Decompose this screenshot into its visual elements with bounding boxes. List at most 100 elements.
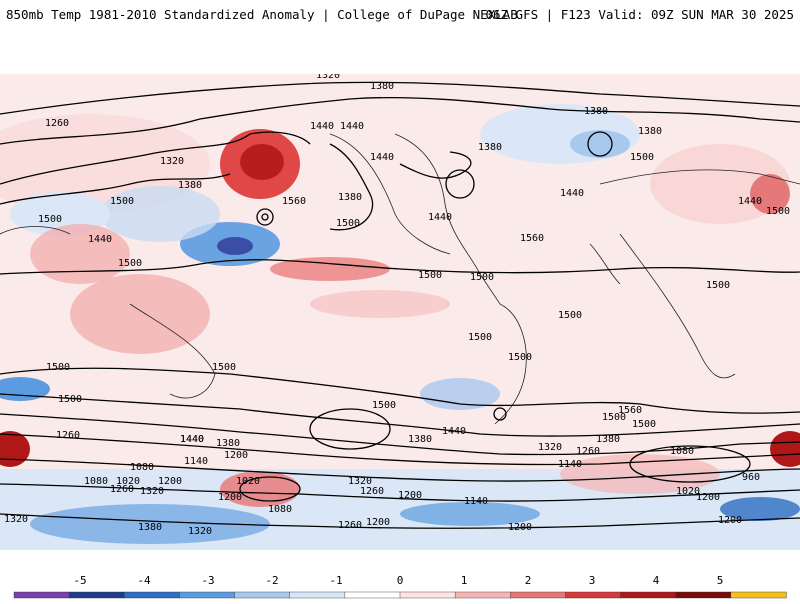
- contour-label: 1020: [676, 486, 700, 497]
- anomaly-shading: [0, 74, 800, 550]
- contour-label: 1500: [336, 218, 360, 229]
- colorbar-swatch: [454, 591, 511, 599]
- colorbar-tick-label: 2: [525, 574, 532, 587]
- contour-label: 1380: [408, 434, 432, 445]
- contour-label: 1320: [4, 514, 28, 525]
- contour-label: 1200: [158, 476, 182, 487]
- contour-label: 1140: [184, 456, 208, 467]
- contour-label: 1500: [602, 412, 626, 423]
- colorbar-swatch: [399, 591, 456, 599]
- colorbar-ticks: -5 -4 -3 -2 -1 0 1 2 3 4 5: [73, 574, 723, 587]
- colorbar-swatch: [730, 591, 787, 599]
- height-contours: [0, 81, 800, 529]
- contour-label: 1500: [468, 332, 492, 343]
- contour-label: 1500: [508, 352, 532, 363]
- contour-label: 1500: [212, 362, 236, 373]
- contour-label: 1200: [366, 517, 390, 528]
- contour-label: 1200: [224, 450, 248, 461]
- contour-label: 1260: [45, 118, 69, 129]
- contour-label: 1140: [558, 459, 582, 470]
- contour-label: 1380: [596, 434, 620, 445]
- contour-label: 1560: [282, 196, 306, 207]
- contour-label: 1440: [180, 434, 204, 445]
- contour-label: 1440: [180, 434, 204, 445]
- contour-labels: 1320 1380 1260 1320 1380 1500 1440 1440 …: [4, 74, 790, 537]
- anomaly-map: 1320 1380 1260 1320 1380 1500 1440 1440 …: [0, 74, 800, 550]
- colorbar-swatch: [124, 591, 181, 599]
- colorbar-swatches: [13, 591, 787, 599]
- colorbar-tick-label: 5: [717, 574, 724, 587]
- colorbar-tick-label: 0: [397, 574, 404, 587]
- contour-label: 1260: [56, 430, 80, 441]
- contour-label: 1200: [398, 490, 422, 501]
- contour-label: 1140: [464, 496, 488, 507]
- contour-label: 1500: [46, 362, 70, 373]
- contour-label: 1260: [360, 486, 384, 497]
- colorbar-swatch: [620, 591, 677, 599]
- contour-label: 1320: [348, 476, 372, 487]
- contour-label: 1440: [560, 188, 584, 199]
- contour-label: 1500: [470, 272, 494, 283]
- colorbar-swatch: [179, 591, 236, 599]
- contour-label: 1080: [130, 462, 154, 473]
- contour-label: 1080: [670, 446, 694, 457]
- contour-label: 1440: [310, 121, 334, 132]
- contour-label: 1500: [58, 394, 82, 405]
- contour-label: 1320: [538, 442, 562, 453]
- colorbar-tick-label: -5: [73, 574, 86, 587]
- contour-label: 1380: [216, 438, 240, 449]
- contour-label: 960: [742, 472, 760, 483]
- colorbar-tick-label: 3: [589, 574, 596, 587]
- contour-label: 1560: [618, 405, 642, 416]
- header-bar: 850mb Temp 1981-2010 Standardized Anomal…: [0, 0, 800, 30]
- contour-label: 1320: [188, 526, 212, 537]
- contour-label: 1200: [696, 492, 720, 503]
- colorbar-tick-label: -3: [201, 574, 214, 587]
- contour-label: 1200: [218, 492, 242, 503]
- contour-label: 1380: [178, 180, 202, 191]
- colorbar-swatch: [344, 591, 401, 599]
- contour-label: 1440: [340, 121, 364, 132]
- colorbar-swatch: [565, 591, 622, 599]
- contour-label: 1500: [372, 400, 396, 411]
- contour-label: 1500: [558, 310, 582, 321]
- contour-label: 1380: [370, 81, 394, 92]
- contour-label: 1020: [116, 476, 140, 487]
- contour-label: 1200: [508, 522, 532, 533]
- model-valid-time: 06Z GFS | F123 Valid: 09Z SUN MAR 30 202…: [485, 7, 794, 22]
- contour-label: 1500: [38, 214, 62, 225]
- map-canvas: 1320 1380 1260 1320 1380 1500 1440 1440 …: [0, 74, 800, 550]
- contour-label: 1260: [576, 446, 600, 457]
- colorbar-tick-label: 4: [653, 574, 660, 587]
- contour-label: 1560: [520, 233, 544, 244]
- colorbar-swatch: [234, 591, 291, 599]
- contour-label: 1380: [338, 192, 362, 203]
- contour-label: 1320: [160, 156, 184, 167]
- contour-label: 1380: [478, 142, 502, 153]
- colorbar-tick-label: -1: [329, 574, 342, 587]
- contour-label: 1500: [418, 270, 442, 281]
- contour-label: 1500: [766, 206, 790, 217]
- contour-label: 1500: [110, 196, 134, 207]
- contour-label: 1500: [632, 419, 656, 430]
- coastlines: [0, 133, 800, 425]
- colorbar-tick-label: 1: [461, 574, 468, 587]
- colorbar-swatch: [13, 591, 70, 599]
- colorbar-swatch: [68, 591, 125, 599]
- contour-label: 1500: [118, 258, 142, 269]
- colorbar-swatch: [675, 591, 732, 599]
- contour-label: 1260: [110, 484, 134, 495]
- contour-label: 1320: [316, 74, 340, 81]
- contour-label: 1380: [584, 106, 608, 117]
- contour-label: 1440: [370, 152, 394, 163]
- contour-label: 1440: [738, 196, 762, 207]
- contour-label: 1440: [88, 234, 112, 245]
- contour-label: 1500: [630, 152, 654, 163]
- colorbar-swatch: [289, 591, 346, 599]
- contour-label: 1380: [138, 522, 162, 533]
- contour-label: 1320: [140, 486, 164, 497]
- contour-label: 1020: [236, 476, 260, 487]
- contour-label: 1500: [706, 280, 730, 291]
- contour-label: 1200: [718, 515, 742, 526]
- contour-label: 1080: [268, 504, 292, 515]
